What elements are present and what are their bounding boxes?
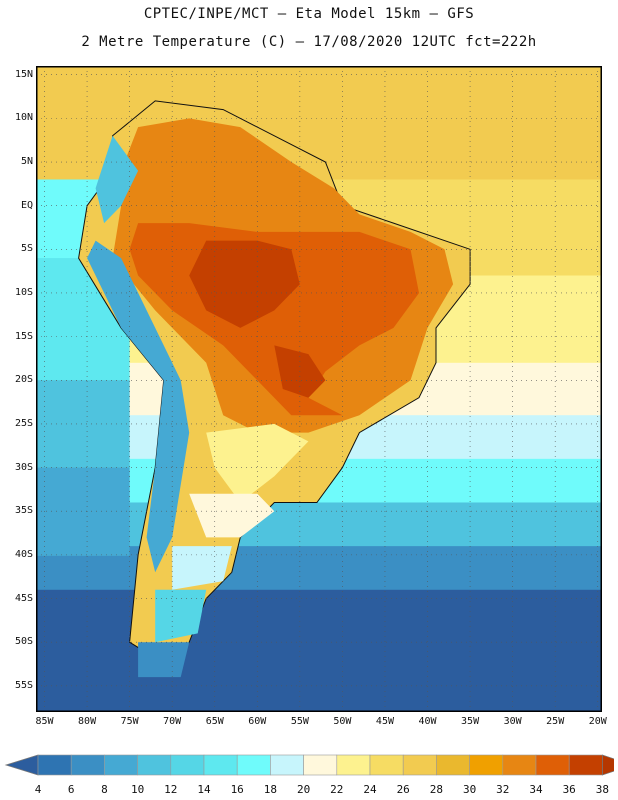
ocean-band-8 xyxy=(36,589,602,712)
longitude-label: 55W xyxy=(290,716,309,727)
longitude-label: 20W xyxy=(588,716,607,727)
colorbar-swatch xyxy=(568,754,603,776)
colorbar-swatch xyxy=(402,754,437,776)
latitude-label: 40S xyxy=(14,548,33,560)
colorbar-swatch xyxy=(170,754,205,776)
colorbar-arrow-left xyxy=(4,754,39,776)
colorbar-tick-label: 36 xyxy=(562,783,576,796)
longitude-label: 70W xyxy=(163,716,182,727)
ocean-band-7 xyxy=(36,546,602,591)
colorbar-tick-label: 6 xyxy=(67,783,75,796)
land-zone-11 xyxy=(95,135,139,224)
temperature-map xyxy=(36,66,602,712)
land-zone-8 xyxy=(155,589,207,643)
colorbar-swatch xyxy=(303,754,338,776)
colorbar-swatch xyxy=(369,754,404,776)
colorbar-swatch xyxy=(203,754,238,776)
land-zone-10 xyxy=(87,240,190,573)
ocean-band-6 xyxy=(36,502,602,548)
latitude-label: 30S xyxy=(14,461,33,473)
colorbar-swatch xyxy=(270,754,304,776)
colorbar-swatch xyxy=(236,754,271,776)
latitude-label: 15S xyxy=(14,330,33,342)
colorbar-tick-label: 14 xyxy=(197,783,211,796)
longitude-label: 35W xyxy=(461,716,480,727)
latitude-label: 35S xyxy=(14,505,33,517)
latitude-label: 55S xyxy=(14,679,33,691)
pacific-band-2 xyxy=(36,380,130,469)
colorbar-swatch xyxy=(535,754,570,776)
latitude-label: 20S xyxy=(14,374,33,386)
land-zone-9 xyxy=(138,642,190,678)
land-zone-6 xyxy=(189,493,275,538)
longitude-label: 75W xyxy=(120,716,139,727)
latitude-label: 5N xyxy=(20,156,33,168)
longitude-label: 85W xyxy=(35,716,54,727)
colorbar-tick-label: 24 xyxy=(363,783,377,796)
colorbar-tick-label: 34 xyxy=(529,783,543,796)
colorbar-tick-label: 8 xyxy=(101,783,108,796)
colorbar-swatch xyxy=(37,754,72,776)
longitude-label: 30W xyxy=(503,716,522,727)
longitude-label: 45W xyxy=(375,716,394,727)
map-title-line2: 2 Metre Temperature (C) – 17/08/2020 12U… xyxy=(81,34,537,50)
colorbar-tick-label: 12 xyxy=(164,783,178,796)
colorbar-tick-label: 16 xyxy=(230,783,244,796)
longitude-label: 60W xyxy=(248,716,267,727)
latitude-label: 50S xyxy=(14,636,33,648)
latitude-label: 5S xyxy=(20,243,33,255)
colorbar-swatch xyxy=(336,754,371,776)
colorbar-swatch xyxy=(137,754,172,776)
colorbar-swatch xyxy=(502,754,537,776)
land-zone-7 xyxy=(172,546,232,590)
latitude-label: 15N xyxy=(14,68,33,80)
longitude-label: 65W xyxy=(205,716,224,727)
colorbar-tick-label: 32 xyxy=(496,783,510,796)
colorbar-tick-label: 4 xyxy=(34,783,42,796)
latitude-label: 10S xyxy=(14,286,33,298)
colorbar-swatch xyxy=(469,754,504,776)
land-zone-5 xyxy=(206,423,309,503)
pacific-band-3 xyxy=(36,467,130,556)
latitude-label: 25S xyxy=(14,417,33,429)
temperature-map-canvas xyxy=(36,66,602,712)
colorbar-tick-label: 20 xyxy=(296,783,311,796)
colorbar-swatch xyxy=(70,754,105,776)
land-zone-3 xyxy=(189,240,300,328)
latitude-label: EQ xyxy=(20,199,33,211)
latitude-label: 45S xyxy=(14,592,33,604)
longitude-label: 25W xyxy=(546,716,565,727)
map-title-line1: CPTEC/INPE/MCT – Eta Model 15km – GFS xyxy=(143,6,475,22)
colorbar-swatch xyxy=(104,754,138,776)
colorbar-tick-label: 30 xyxy=(462,783,477,796)
colorbar-tick-label: 22 xyxy=(330,783,344,796)
longitude-label: 50W xyxy=(333,716,352,727)
latitude-label: 10N xyxy=(14,112,33,124)
longitude-label: 80W xyxy=(78,716,97,727)
colorbar-arrow-right xyxy=(602,754,614,776)
colorbar-swatch xyxy=(436,754,470,776)
colorbar-tick-label: 26 xyxy=(396,783,410,796)
longitude-label: 40W xyxy=(418,716,437,727)
colorbar-tick-label: 28 xyxy=(429,783,444,796)
map-frame xyxy=(36,66,602,712)
colorbar-tick-label: 38 xyxy=(595,783,610,796)
colorbar-tick-label: 18 xyxy=(263,783,278,796)
colorbar-tick-label: 10 xyxy=(130,783,145,796)
colorbar xyxy=(4,754,614,776)
